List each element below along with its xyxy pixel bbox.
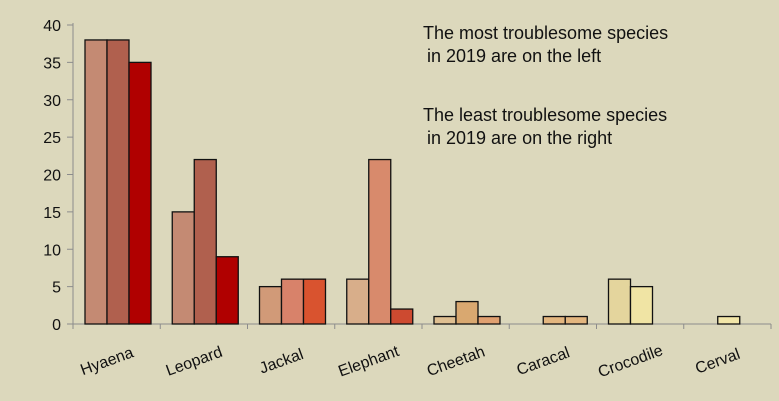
bar-hyaena-3 [128, 61, 152, 325]
bar-crocodile-2 [629, 285, 654, 325]
y-tick-label: 5 [52, 280, 61, 297]
annotation-line: The least troublesome species [423, 105, 668, 125]
y-tick-label: 10 [43, 242, 61, 259]
bar-elephant-2 [368, 158, 392, 325]
y-tick-label: 0 [52, 317, 61, 334]
y-tick-label: 30 [43, 93, 61, 110]
x-tick-label: Hyaena [78, 344, 136, 379]
bar-caracal-3 [564, 315, 588, 325]
bar-hyaena-2 [106, 39, 130, 325]
annotation-most-troublesome: The most troublesome species in 2019 are… [423, 22, 668, 68]
bar-caracal-2 [542, 315, 566, 325]
bar-jackal-3 [302, 278, 327, 325]
y-tick-label: 15 [43, 205, 61, 222]
bar-cheetah-1 [433, 315, 457, 325]
y-tick-label: 20 [43, 168, 61, 185]
annotation-line: in 2019 are on the right [427, 128, 613, 148]
bar-hyaena-1 [84, 39, 108, 325]
annotation-least-troublesome: The least troublesome species in 2019 ar… [423, 104, 667, 150]
x-tick-label: Jackal [257, 346, 305, 377]
y-tick-label: 25 [43, 130, 61, 147]
x-tick-label: Leopard [164, 344, 225, 380]
bar-cheetah-2 [455, 300, 479, 325]
bar-cheetah-3 [477, 315, 501, 325]
bar-jackal-1 [258, 285, 283, 325]
y-tick-label: 35 [43, 55, 61, 72]
x-tick-label: Crocodile [596, 342, 665, 381]
bar-crocodile-1 [607, 278, 632, 325]
bar-elephant-1 [346, 278, 370, 325]
bar-cerval-2 [717, 315, 741, 325]
x-tick-label: Caracal [515, 344, 573, 379]
x-tick-label: Cheetah [425, 343, 488, 380]
bar-jackal-2 [280, 278, 305, 325]
y-tick-label: 40 [43, 18, 61, 35]
x-tick-label: Cerval [693, 346, 742, 378]
bar-elephant-3 [390, 308, 414, 325]
bar-leopard-1 [171, 211, 195, 325]
annotation-line: in 2019 are on the left [427, 46, 602, 66]
annotation-line: The most troublesome species [423, 23, 669, 43]
bar-leopard-2 [193, 158, 217, 325]
bar-leopard-3 [215, 256, 239, 325]
x-tick-label: Elephant [336, 343, 402, 381]
